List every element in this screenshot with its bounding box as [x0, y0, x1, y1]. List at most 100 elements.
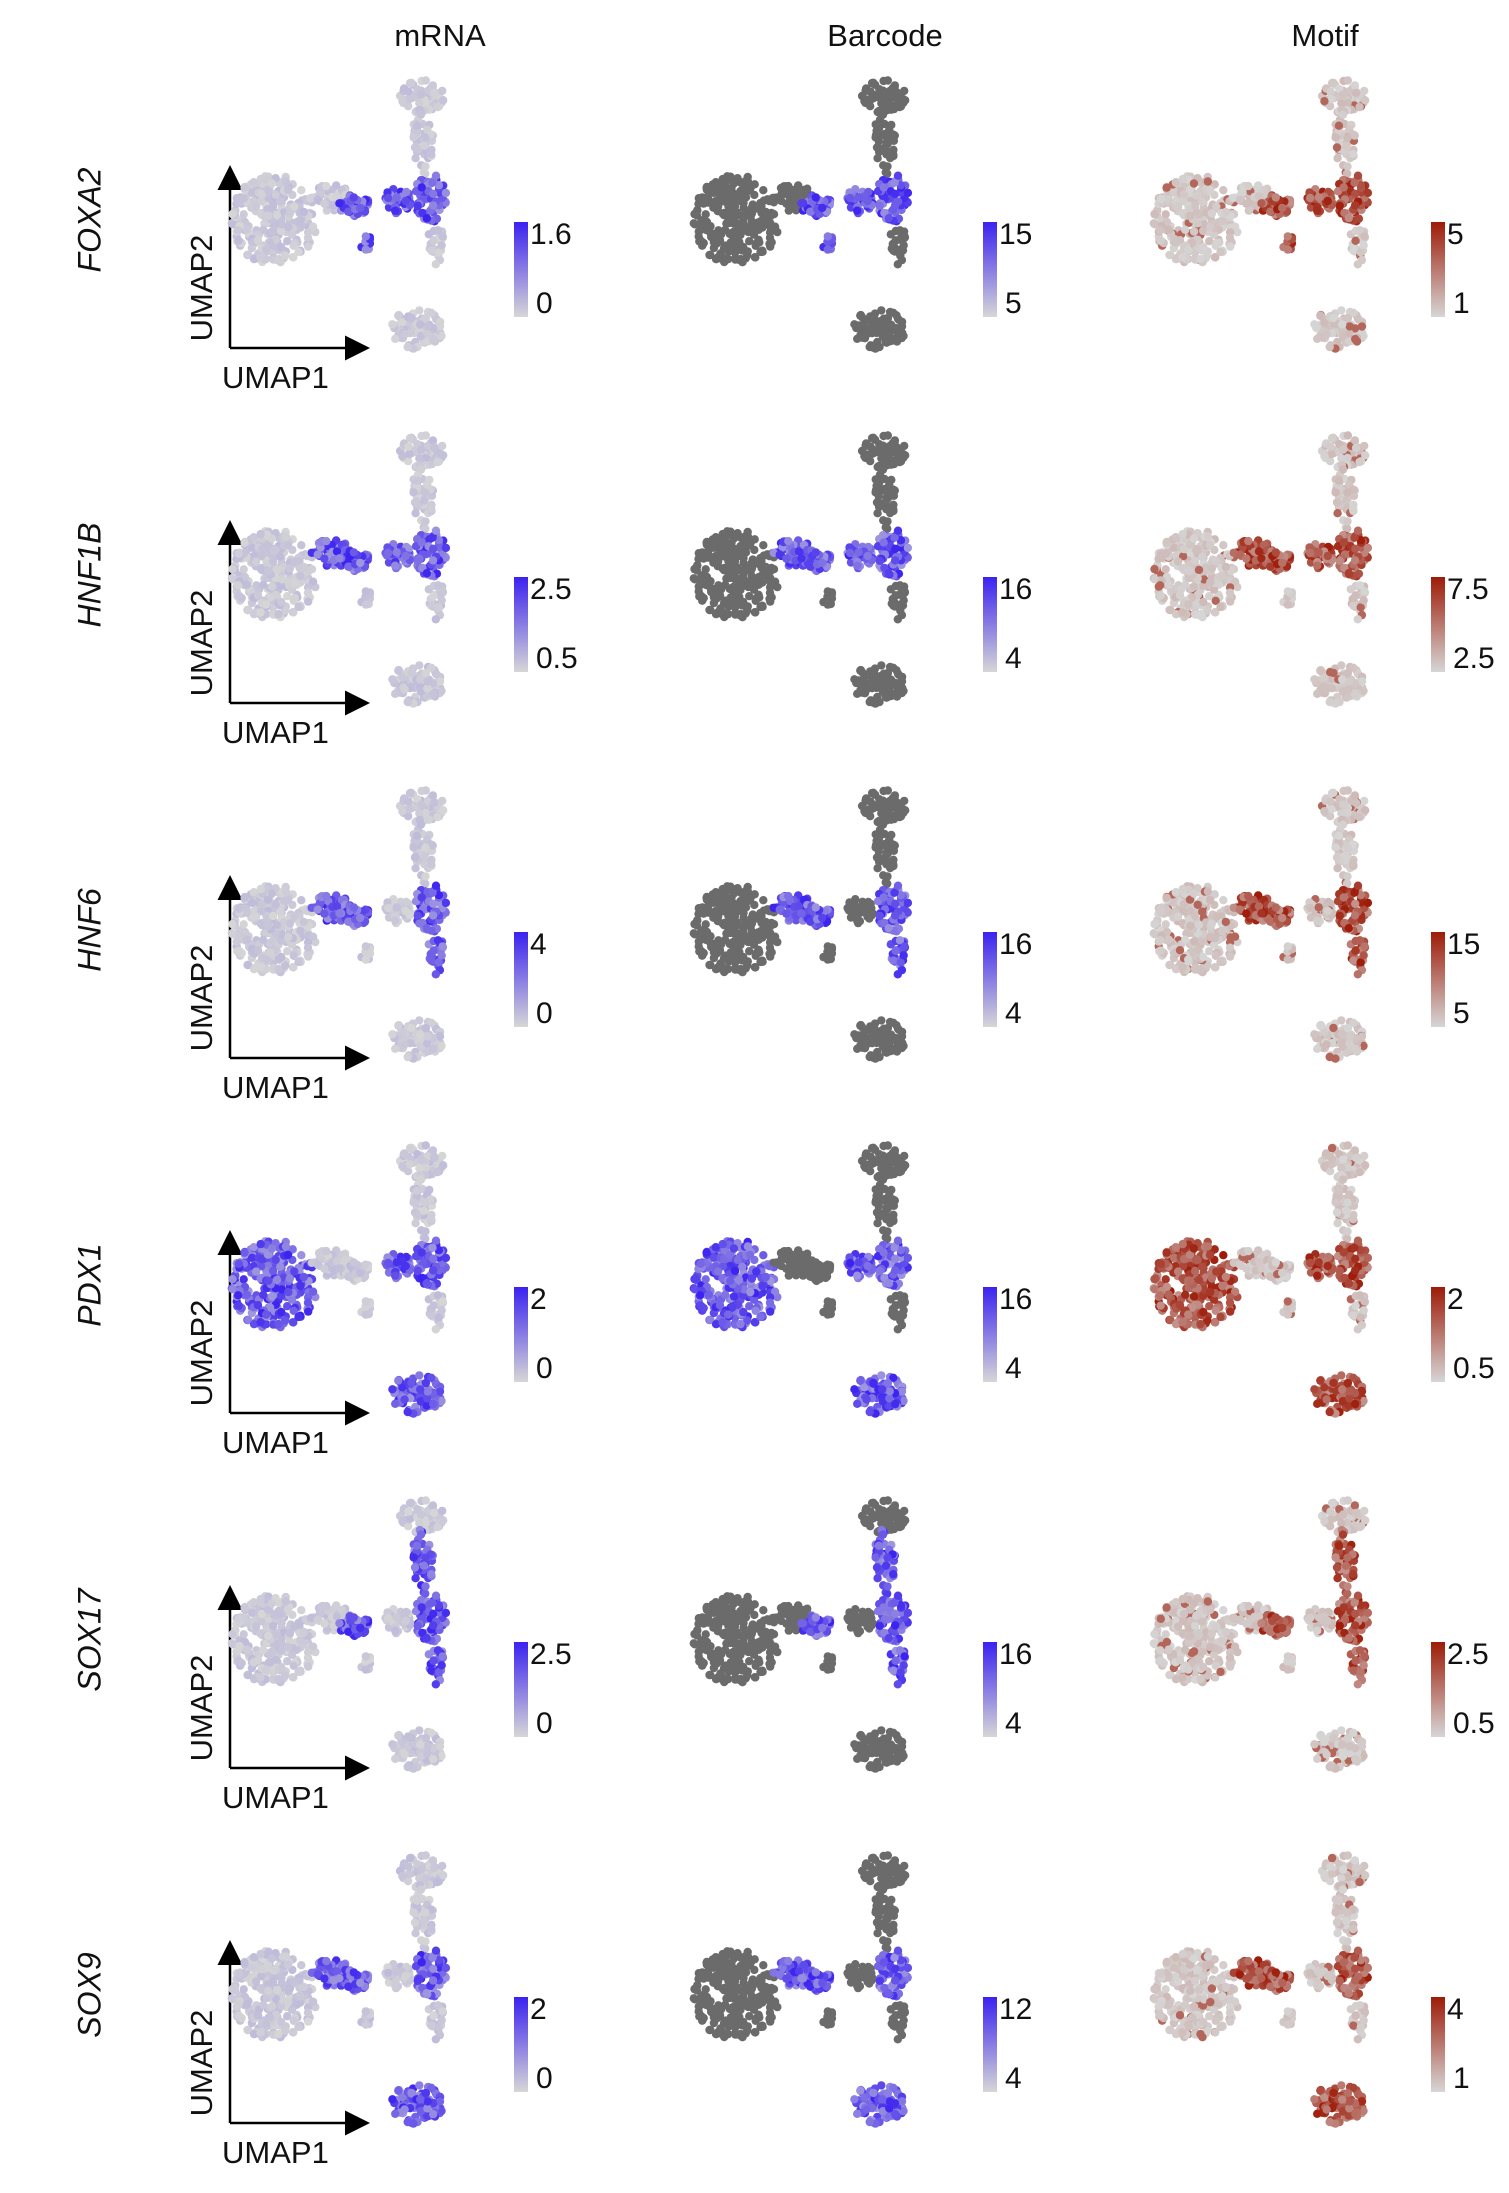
- cell-point: [1338, 445, 1348, 454]
- cell-point: [256, 963, 265, 972]
- cell-point: [1186, 566, 1195, 575]
- cell-point: [759, 186, 768, 195]
- cell-point: [1355, 102, 1364, 112]
- cell-point: [733, 545, 742, 554]
- cell-point: [877, 306, 886, 315]
- cell-point: [417, 183, 426, 192]
- cell-point: [743, 177, 753, 186]
- cell-point: [702, 893, 711, 902]
- cell-point: [394, 311, 403, 320]
- cell-point: [756, 602, 765, 612]
- cell-point: [303, 943, 313, 952]
- cell-point: [890, 201, 900, 210]
- cell-point: [428, 911, 438, 920]
- cell-point: [349, 903, 358, 912]
- cell-point: [411, 864, 420, 873]
- cell-point: [1205, 185, 1215, 195]
- cell-point: [1155, 226, 1165, 235]
- cell-point: [797, 199, 806, 208]
- cell-point: [335, 554, 344, 563]
- cell-point: [299, 917, 308, 927]
- cell-point: [736, 254, 745, 264]
- cell-point: [726, 566, 735, 575]
- cell-point: [1212, 557, 1221, 566]
- cell-point: [433, 457, 442, 467]
- cell-point: [891, 189, 900, 198]
- umap-panel-foxa2-motif: [1149, 76, 1373, 353]
- cell-point: [335, 909, 344, 918]
- cell-point: [431, 970, 440, 979]
- umap-axes: [217, 165, 370, 361]
- cell-point: [1244, 181, 1253, 191]
- cell-point: [1360, 86, 1369, 96]
- cell-point: [412, 831, 422, 840]
- cell-point: [1178, 253, 1187, 262]
- cell-point: [335, 199, 344, 208]
- cell-point: [416, 110, 426, 119]
- cell-point: [297, 541, 306, 550]
- cell-point: [272, 920, 282, 930]
- cell-point: [240, 538, 249, 547]
- cell-point: [411, 154, 420, 163]
- cell-point: [871, 133, 880, 142]
- cell-point: [247, 188, 257, 197]
- cell-point: [890, 556, 900, 565]
- cell-point: [411, 509, 420, 518]
- column-title-mrna: mRNA: [394, 18, 486, 53]
- cell-point: [289, 253, 298, 262]
- cell-point: [856, 666, 865, 675]
- cell-point: [419, 851, 429, 860]
- cell-point: [1360, 232, 1369, 241]
- cell-point: [1190, 201, 1200, 211]
- cell-point: [401, 196, 410, 206]
- cell-point: [900, 232, 909, 241]
- cell-point: [1156, 549, 1166, 558]
- cell-point: [734, 210, 744, 220]
- cell-point: [1343, 162, 1352, 171]
- cell-point: [1278, 558, 1287, 568]
- cell-point: [428, 791, 438, 800]
- cell-point: [1339, 538, 1348, 547]
- cell-point: [274, 964, 283, 974]
- cell-point: [409, 488, 418, 497]
- cell-point: [439, 451, 448, 460]
- cell-point: [884, 214, 893, 223]
- cell-point: [724, 245, 733, 254]
- cell-point: [1353, 526, 1363, 535]
- cell-point: [690, 564, 699, 574]
- cell-point: [1345, 322, 1354, 331]
- cell-point: [1329, 668, 1338, 678]
- cell-point: [413, 911, 422, 920]
- cell-point: [264, 566, 273, 575]
- cell-point: [268, 556, 278, 566]
- cell-point: [421, 668, 431, 678]
- cell-point: [433, 102, 442, 112]
- cell-point: [690, 919, 699, 929]
- cell-point: [738, 552, 747, 561]
- cell-point: [265, 238, 275, 247]
- cell-point: [893, 615, 902, 624]
- cell-point: [228, 209, 237, 219]
- cell-point: [867, 450, 876, 459]
- cell-point: [696, 591, 705, 600]
- cell-point: [1218, 216, 1227, 226]
- cell-point: [889, 150, 898, 159]
- cell-point: [758, 571, 767, 581]
- cell-point: [1313, 689, 1322, 698]
- cell-point: [233, 936, 243, 945]
- cell-point: [1360, 587, 1369, 596]
- cell-point: [268, 911, 278, 921]
- cell-point: [1226, 597, 1235, 606]
- cell-point: [1219, 541, 1228, 550]
- cell-point: [421, 872, 430, 881]
- cell-point: [294, 247, 303, 257]
- cell-point: [746, 577, 755, 587]
- cell-point: [1310, 675, 1319, 684]
- cell-point: [296, 216, 305, 226]
- cell-point: [421, 843, 430, 852]
- cell-point: [1198, 552, 1207, 561]
- cell-point: [865, 342, 874, 352]
- cell-point: [1175, 591, 1185, 600]
- cell-point: [1173, 557, 1183, 566]
- cell-point: [736, 609, 745, 619]
